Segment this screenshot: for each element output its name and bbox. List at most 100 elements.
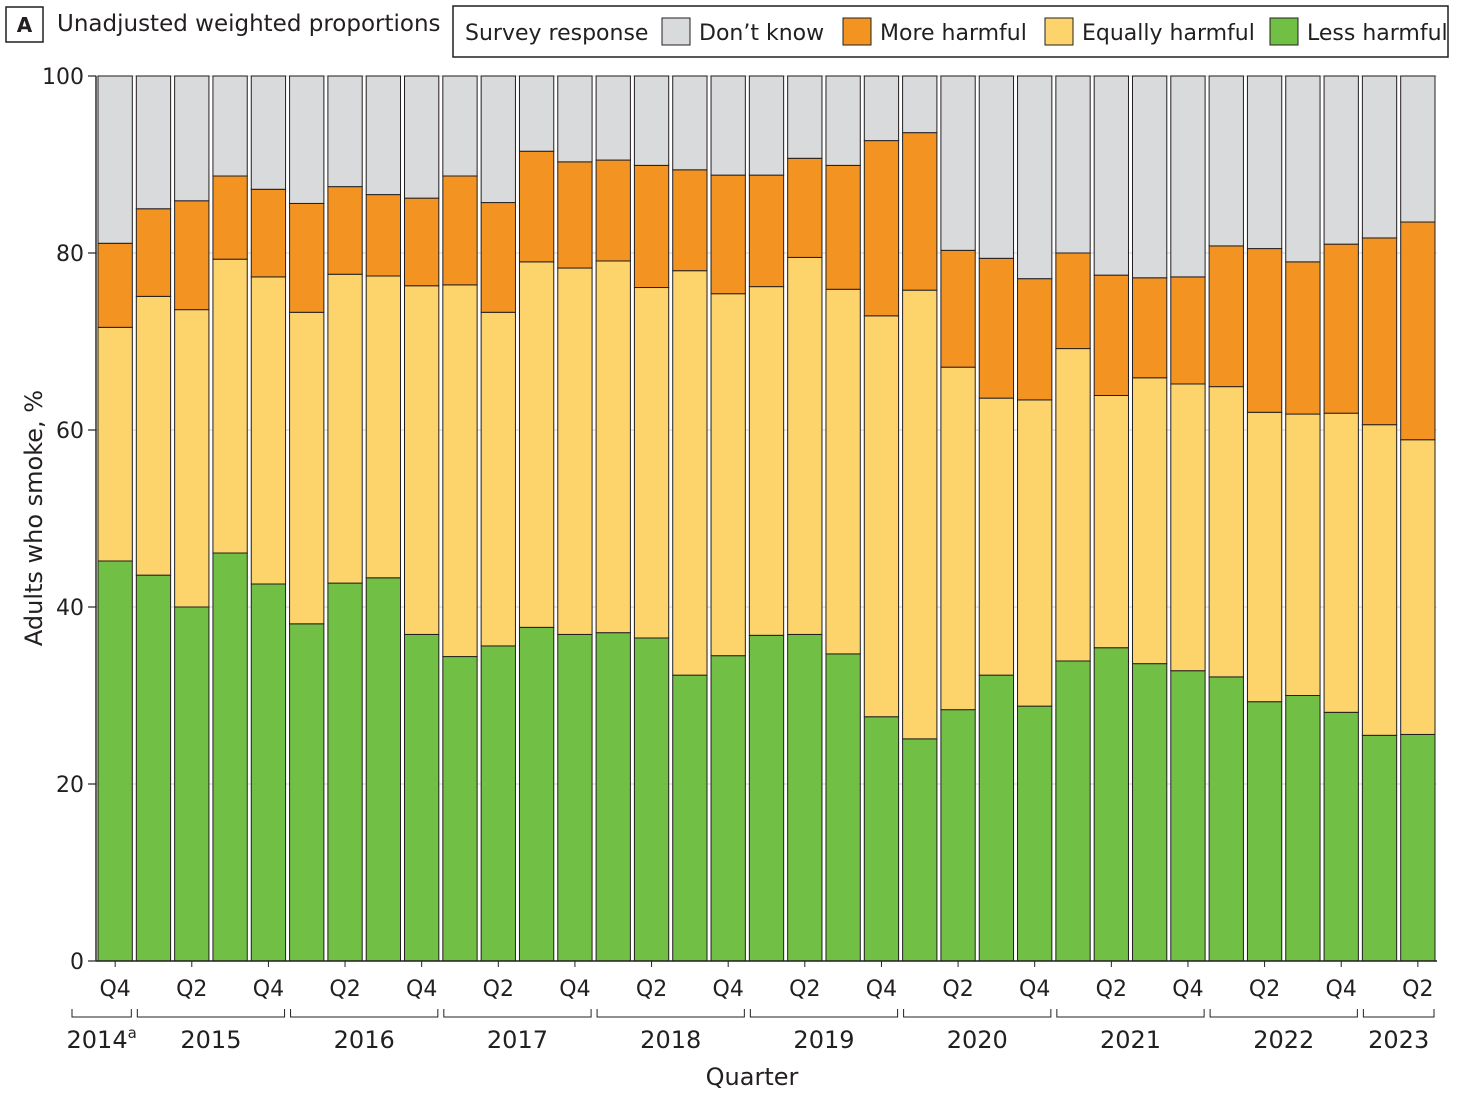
bar-segment-dont_know-2015-q1	[135, 75, 172, 210]
bar-segment-equal-2018-q2	[633, 287, 670, 639]
bar-segment-less-2015-q3	[212, 552, 248, 962]
bar-segment-dont_know-2016-q3	[365, 75, 402, 196]
bar-segment-equal-2021-q1	[1055, 348, 1091, 662]
bar-segment-more-2021-q1	[1055, 252, 1091, 350]
bar-segment-dont_know-2017-q1	[442, 75, 478, 177]
bar-segment-more-2022-q4	[1323, 243, 1359, 414]
bar-segment-equal-2022-q3	[1285, 413, 1321, 696]
bar-segment-equal-2016-q2	[327, 273, 363, 584]
bar-segment-dont_know-2018-q1	[595, 75, 631, 161]
bar-segment-more-2020-q2	[940, 249, 976, 368]
bar-segment-more-2018-q1	[595, 159, 631, 262]
bar-segment-equal-2021-q2	[1093, 394, 1129, 649]
bar-segment-dont_know-2022-q2	[1246, 75, 1283, 250]
bar-segment-dont_know-2016-q2	[327, 75, 363, 188]
legend-swatch-equally-harmful	[1044, 17, 1074, 46]
bar-segment-equal-2021-q3	[1131, 377, 1168, 665]
bar-segment-equal-2018-q1	[595, 260, 631, 634]
chart-title: Unadjusted weighted proportions	[57, 11, 441, 37]
bar-segment-less-2018-q3	[672, 674, 708, 962]
bar-segment-less-2019-q4	[863, 716, 900, 962]
bar-segment-less-2017-q1	[442, 656, 478, 962]
bar-segment-less-2021-q4	[1170, 670, 1206, 962]
bar-segment-dont_know-2014-q4	[97, 75, 133, 244]
bar-segment-less-2022-q4	[1323, 711, 1359, 962]
y-tick-label-60: 60	[56, 419, 84, 444]
panel-letter-box	[5, 6, 44, 43]
bar-segment-less-2018-q2	[633, 637, 670, 962]
bar-segment-dont_know-2017-q3	[518, 75, 555, 152]
legend-label-dont-know: Don’t know	[699, 21, 824, 46]
bar-segment-less-2023-q1	[1361, 734, 1398, 962]
bar-segment-less-2022-q2	[1246, 701, 1283, 962]
year-label-2021: 2021	[1100, 1026, 1161, 1054]
bar-segment-equal-2016-q3	[365, 275, 402, 579]
x-tick-label-2021-q4: Q4	[1172, 977, 1203, 1002]
x-tick-label-2019-q2: Q2	[789, 977, 820, 1002]
bar-segment-more-2017-q3	[518, 150, 555, 263]
bar-segment-less-2021-q3	[1131, 663, 1168, 962]
bar-segment-less-2015-q1	[135, 574, 172, 962]
year-label-2015: 2015	[180, 1026, 241, 1054]
bar-segment-less-2023-q2	[1400, 733, 1436, 962]
bar-segment-more-2019-q4	[863, 140, 900, 317]
legend-label-equally-harmful: Equally harmful	[1082, 21, 1255, 46]
bar-segment-less-2015-q2	[174, 606, 210, 962]
bar-segment-dont_know-2019-q4	[863, 75, 900, 142]
bar-segment-more-2022-q2	[1246, 248, 1283, 413]
bar-segment-less-2019-q1	[748, 634, 785, 962]
year-label-2016: 2016	[334, 1026, 395, 1054]
year-bracket-2021	[1056, 1009, 1205, 1018]
x-tick-label-2016-q4: Q4	[406, 977, 437, 1002]
bar-segment-equal-2019-q4	[863, 315, 900, 718]
x-tick-label-2023-q2: Q2	[1402, 977, 1433, 1002]
bar-segment-more-2020-q4	[1017, 278, 1053, 401]
bars	[97, 75, 1436, 962]
legend-label-more-harmful: More harmful	[880, 21, 1027, 46]
bar-segment-dont_know-2021-q3	[1131, 75, 1168, 279]
bar-segment-more-2019-q3	[825, 164, 861, 290]
bar-segment-dont_know-2015-q4	[250, 75, 287, 190]
bar-segment-more-2018-q3	[672, 169, 708, 272]
y-tick-label-100: 100	[42, 65, 84, 90]
bar-segment-more-2016-q3	[365, 194, 402, 277]
bar-segment-dont_know-2018-q2	[633, 75, 670, 166]
bar-segment-dont_know-2020-q2	[940, 75, 976, 251]
bar-segment-dont_know-2022-q3	[1285, 75, 1321, 263]
bar-segment-equal-2019-q2	[787, 256, 823, 635]
bar-segment-more-2023-q2	[1400, 221, 1436, 441]
x-tick-label-2015-q4: Q4	[253, 977, 284, 1002]
y-tick-label-20: 20	[56, 773, 84, 798]
bar-segment-less-2017-q3	[518, 626, 555, 962]
year-label-2018: 2018	[640, 1026, 701, 1054]
bar-segment-more-2017-q4	[557, 161, 593, 269]
bar-segment-equal-2017-q1	[442, 284, 478, 658]
year-label-2022: 2022	[1253, 1026, 1314, 1054]
bar-segment-more-2016-q4	[404, 197, 440, 287]
bar-segment-equal-2019-q1	[748, 286, 785, 636]
bar-segment-more-2021-q2	[1093, 274, 1129, 396]
bar-segment-more-2021-q4	[1170, 276, 1206, 385]
x-axis-title: Quarter	[706, 1063, 799, 1091]
bar-segment-more-2023-q1	[1361, 237, 1398, 426]
bar-segment-dont_know-2022-q4	[1323, 75, 1359, 245]
bar-segment-less-2020-q2	[940, 709, 976, 962]
x-tick-label-2020-q2: Q2	[942, 977, 973, 1002]
bar-segment-equal-2015-q1	[135, 295, 172, 576]
bar-segment-equal-2022-q2	[1246, 411, 1283, 703]
bar-segment-more-2017-q1	[442, 175, 478, 286]
bar-segment-more-2015-q3	[212, 175, 248, 260]
bar-segment-equal-2023-q2	[1400, 439, 1436, 735]
y-tick-label-80: 80	[56, 242, 84, 267]
bar-segment-dont_know-2016-q1	[289, 75, 325, 204]
year-bracket-2017	[443, 1009, 592, 1018]
bar-segment-dont_know-2021-q2	[1093, 75, 1129, 276]
bar-segment-more-2016-q1	[289, 202, 325, 313]
x-tick-label-2017-q4: Q4	[559, 977, 590, 1002]
bar-segment-equal-2015-q2	[174, 309, 210, 608]
bar-segment-less-2022-q3	[1285, 695, 1321, 962]
year-bracket-2020	[903, 1009, 1052, 1018]
bar-segment-equal-2020-q1	[902, 289, 938, 740]
bar-segment-more-2018-q2	[633, 164, 670, 289]
